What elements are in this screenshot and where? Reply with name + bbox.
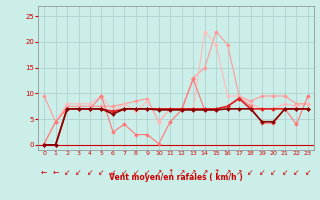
Text: ↗: ↗ [190, 168, 196, 177]
Text: ↙: ↙ [110, 168, 116, 177]
Text: ↙: ↙ [270, 168, 277, 177]
Text: ↙: ↙ [293, 168, 300, 177]
Text: ↗: ↗ [179, 168, 185, 177]
Text: ↙: ↙ [75, 168, 82, 177]
Text: ↙: ↙ [64, 168, 70, 177]
Text: ↙: ↙ [87, 168, 93, 177]
Text: ↗: ↗ [236, 168, 242, 177]
Text: ↙: ↙ [133, 168, 139, 177]
Text: ↙: ↙ [144, 168, 150, 177]
Text: ↙: ↙ [259, 168, 265, 177]
Text: ↗: ↗ [224, 168, 231, 177]
Text: ↗: ↗ [202, 168, 208, 177]
Text: ↑: ↑ [213, 168, 219, 177]
Text: ←: ← [52, 168, 59, 177]
Text: ↙: ↙ [305, 168, 311, 177]
Text: ←: ← [41, 168, 47, 177]
X-axis label: Vent moyen/en rafales ( km/h ): Vent moyen/en rafales ( km/h ) [109, 173, 243, 182]
Text: ↑: ↑ [167, 168, 173, 177]
Text: ↙: ↙ [121, 168, 128, 177]
Text: ↙: ↙ [282, 168, 288, 177]
Text: ↙: ↙ [247, 168, 254, 177]
Text: ↗: ↗ [156, 168, 162, 177]
Text: ↙: ↙ [98, 168, 105, 177]
